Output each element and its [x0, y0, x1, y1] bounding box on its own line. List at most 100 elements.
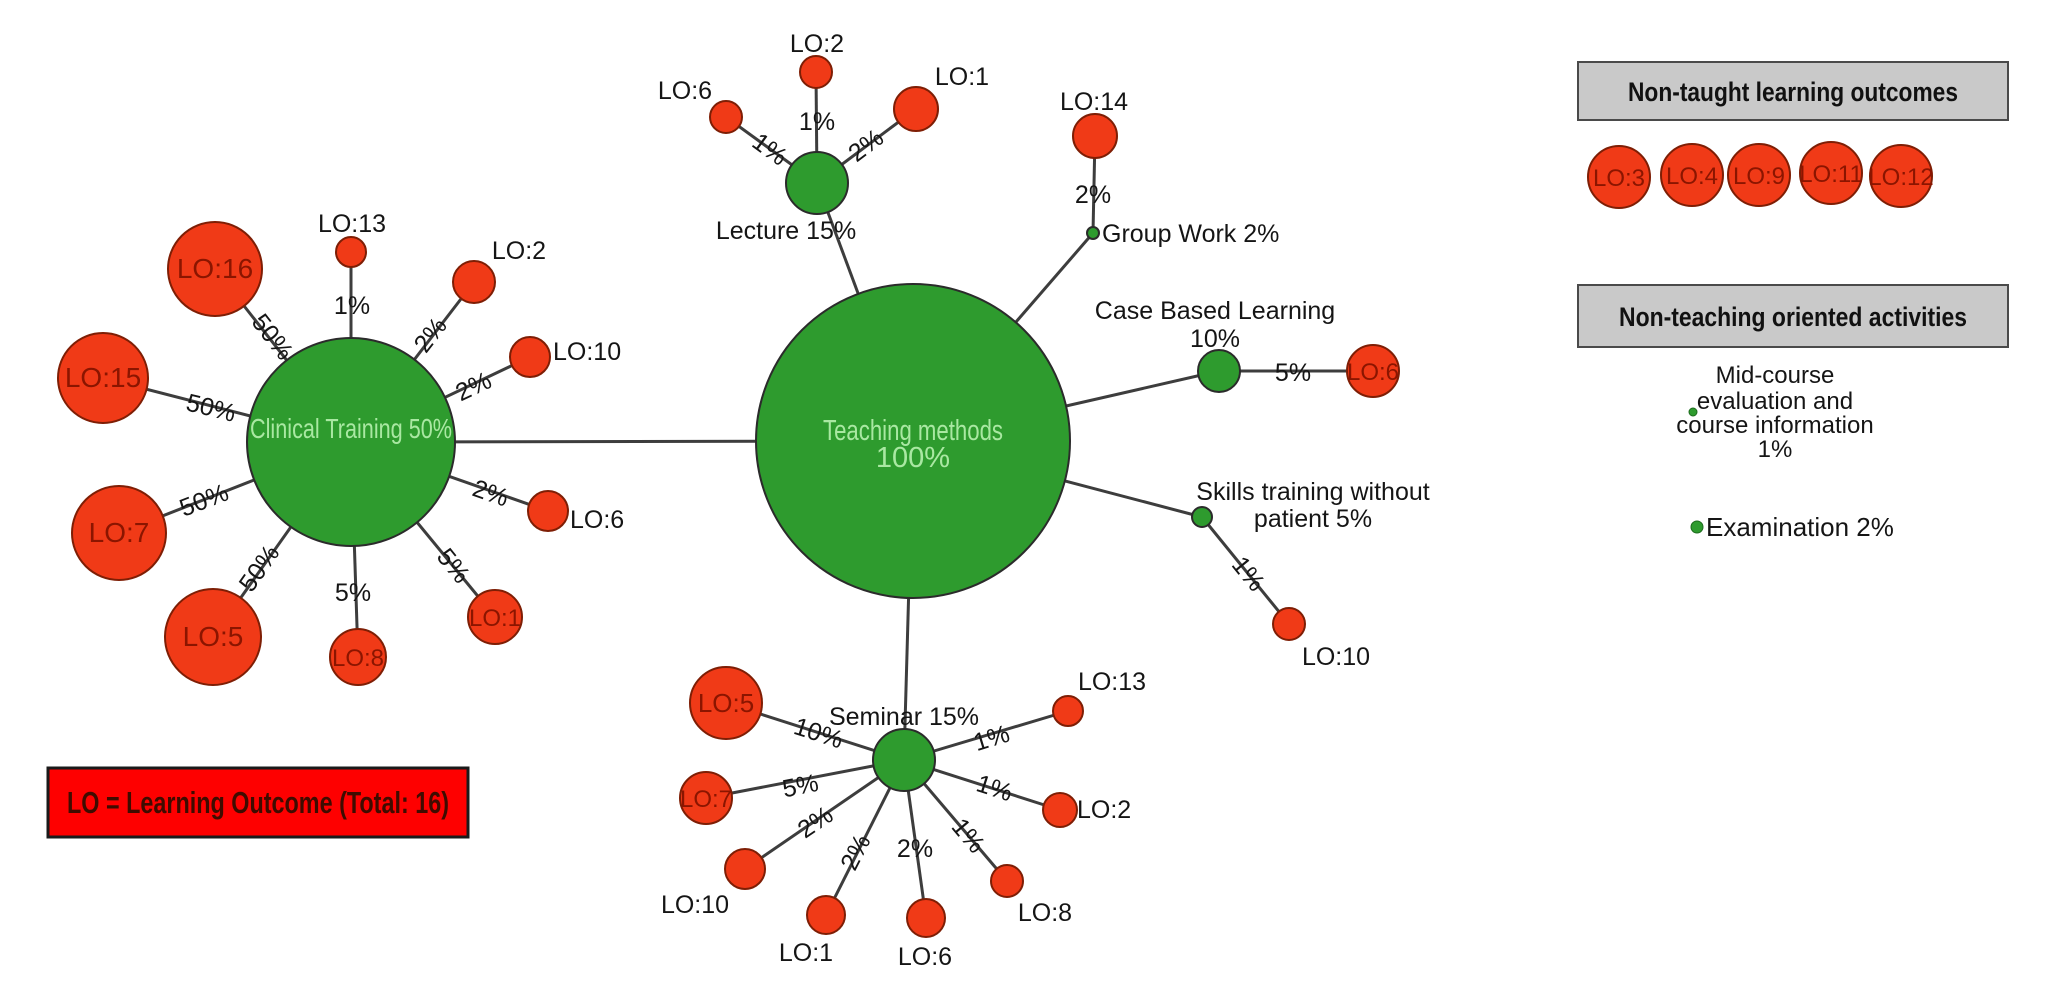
node-label-s-lo10: LO:10 — [1302, 643, 1370, 671]
node-c-lo2 — [452, 260, 496, 304]
node-c-lo13 — [335, 236, 367, 268]
midcourse-label-line4: 1% — [1758, 436, 1793, 463]
non-teaching-header-title: Non-teaching oriented activities — [1619, 302, 1967, 332]
node-cb-lo6 — [1346, 344, 1400, 398]
node-label-c-lo13: LO:13 — [318, 210, 386, 238]
link-pct-cbl-cb-lo6: 5% — [1275, 359, 1311, 387]
non-taught-panel: Non-taught learning outcomes — [1577, 61, 2009, 121]
node-label-c-lo2: LO:2 — [492, 237, 546, 265]
node-label-g-lo14: LO:14 — [1060, 88, 1128, 116]
link-pct-clinical-c-lo8: 5% — [335, 579, 371, 607]
node-c-lo5 — [164, 588, 262, 686]
node-label-skills: patient 5% — [1254, 505, 1372, 533]
legend-box — [46, 766, 470, 839]
node-label-c-lo8: LO:8 — [332, 645, 384, 672]
node-c-lo16 — [167, 221, 263, 317]
node-seminar — [872, 728, 936, 792]
link-pct-seminar-se-lo7: 5% — [780, 769, 821, 803]
node-nt-lo11 — [1799, 141, 1863, 205]
node-lecture — [785, 151, 849, 215]
node-cbl — [1197, 349, 1241, 393]
node-label-nt-lo4: LO:4 — [1666, 163, 1718, 190]
link-pct-clinical-c-lo15: 50% — [183, 389, 238, 428]
node-label-cb-lo6: LO:6 — [1347, 359, 1399, 386]
node-label-se-lo6: LO:6 — [898, 943, 952, 971]
node-l-lo2 — [799, 55, 833, 89]
node-label-se-lo2: LO:2 — [1077, 796, 1131, 824]
node-nt-lo3 — [1587, 145, 1651, 209]
node-label-teaching: Teaching methods — [823, 415, 1003, 447]
node-label-groupwork: Group Work 2% — [1102, 220, 1279, 248]
legend-text: LO = Learning Outcome (Total: 16) — [67, 785, 449, 820]
link-pct-skills-s-lo10: 1% — [1226, 551, 1271, 597]
link-seminar-se-lo10 — [744, 758, 905, 871]
node-label-c-lo6: LO:6 — [570, 506, 624, 534]
node-g-lo14 — [1072, 113, 1118, 159]
link-pct-seminar-se-lo10: 2% — [793, 801, 839, 844]
node-c-lo7 — [71, 485, 167, 581]
node-label-lecture: Lecture 15% — [716, 217, 856, 245]
node-se-lo8 — [990, 864, 1024, 898]
non-taught-header-box — [1577, 61, 2009, 121]
midcourse-label-line3: course information — [1676, 412, 1873, 439]
node-se-lo6 — [906, 898, 946, 938]
node-c-lo1 — [467, 589, 523, 645]
node-label-nt-lo11: LO:11 — [1799, 161, 1863, 188]
node-label-c-lo15: LO:15 — [65, 362, 141, 393]
node-s-lo10 — [1272, 607, 1306, 641]
midcourse-label-line2: evaluation and — [1697, 388, 1853, 415]
node-label-se-lo13: LO:13 — [1078, 668, 1146, 696]
node-label-se-lo1: LO:1 — [779, 939, 833, 967]
node-label-l-lo2: LO:2 — [790, 30, 844, 58]
node-label-nt-lo3: LO:3 — [1593, 165, 1645, 192]
node-c-lo15 — [57, 332, 149, 424]
node-label-nt-lo9: LO:9 — [1733, 163, 1785, 190]
nodes-layer — [57, 55, 1933, 938]
node-label-nt-lo12: LO:12 — [1868, 164, 1933, 191]
midcourse-dot — [1688, 407, 1698, 417]
node-groupwork — [1086, 226, 1100, 240]
link-pct-clinical-c-lo7: 50% — [176, 478, 233, 522]
node-label-skills: Skills training without — [1196, 478, 1429, 506]
node-l-lo1 — [893, 86, 939, 132]
node-label-c-lo7: LO:7 — [89, 517, 150, 548]
non-teaching-header-box — [1577, 284, 2009, 348]
node-teaching — [755, 283, 1071, 599]
node-se-lo10 — [724, 848, 766, 890]
examination-label: Examination 2% — [1706, 512, 1894, 542]
node-label-seminar: Seminar 15% — [829, 703, 979, 731]
midcourse-label-line1: Mid-course — [1716, 362, 1835, 389]
link-pct-clinical-c-lo6: 2% — [469, 474, 512, 512]
link-pct-lecture-l-lo1: 2% — [843, 124, 889, 168]
link-pct-groupwork-g-lo14: 2% — [1075, 181, 1111, 209]
node-label-c-lo10: LO:10 — [553, 338, 621, 366]
non-teaching-panel: Non-teaching oriented activities Mid-cou… — [1577, 284, 2009, 542]
link-pct-lecture-l-lo2: 1% — [799, 108, 835, 136]
node-l-lo6 — [709, 100, 743, 134]
node-se-lo13 — [1052, 695, 1084, 727]
node-se-lo5 — [689, 666, 763, 740]
examination-dot — [1690, 520, 1704, 534]
node-clinical — [246, 337, 456, 547]
link-pct-lecture-l-lo6: 1% — [747, 128, 793, 172]
node-nt-lo4 — [1660, 143, 1724, 207]
node-nt-lo9 — [1727, 143, 1791, 207]
node-c-lo8 — [329, 628, 387, 686]
node-label-se-lo7: LO:7 — [680, 786, 732, 813]
node-skills — [1191, 506, 1213, 528]
node-se-lo2 — [1042, 792, 1078, 828]
node-c-lo10 — [509, 336, 551, 378]
node-label-se-lo8: LO:8 — [1018, 899, 1072, 927]
node-label-c-lo5: LO:5 — [183, 621, 244, 652]
link-pct-clinical-c-lo1: 5% — [431, 543, 476, 589]
node-label-cbl: Case Based Learning — [1095, 297, 1335, 325]
node-label-c-lo1: LO:1 — [469, 605, 521, 632]
link-pct-clinical-c-lo5: 50% — [234, 540, 286, 597]
link-pct-clinical-c-lo13: 1% — [334, 292, 370, 320]
link-pct-clinical-c-lo10: 2% — [451, 366, 496, 407]
node-label-c-lo16: LO:16 — [177, 253, 253, 284]
node-label-se-lo10: LO:10 — [661, 891, 729, 919]
